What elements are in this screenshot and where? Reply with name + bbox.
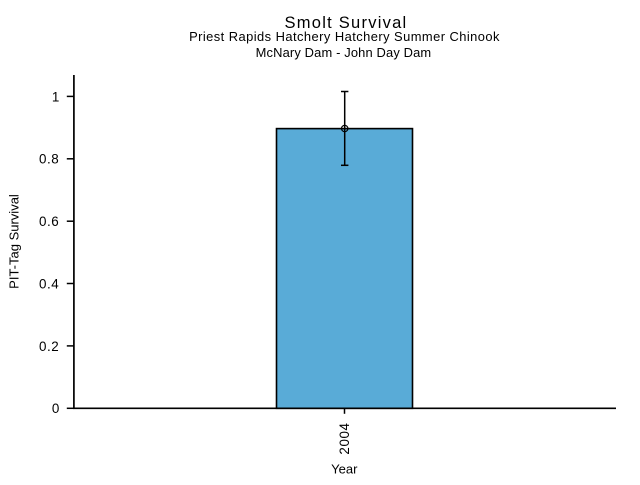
svg-text:0: 0 [52,401,59,416]
svg-text:McNary Dam - John Day Dam: McNary Dam - John Day Dam [256,45,432,60]
svg-text:0.6: 0.6 [39,214,59,229]
svg-text:2004: 2004 [337,422,352,454]
svg-text:Priest Rapids Hatchery Hatcher: Priest Rapids Hatchery Hatchery Summer C… [189,29,500,44]
svg-text:PIT-Tag Survival: PIT-Tag Survival [7,194,22,289]
svg-text:Year: Year [331,462,358,477]
svg-text:1: 1 [52,89,59,104]
svg-text:0.2: 0.2 [39,339,59,354]
svg-text:0.8: 0.8 [39,152,59,167]
svg-text:Smolt Survival: Smolt Survival [285,14,408,32]
svg-text:0.4: 0.4 [39,276,59,291]
